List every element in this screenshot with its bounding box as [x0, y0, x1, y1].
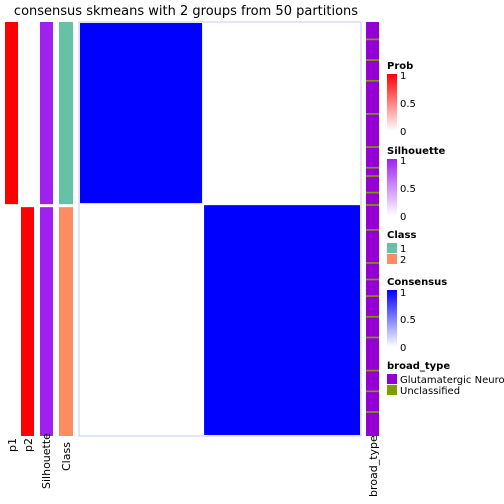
track-label-silhouette: Silhouette	[40, 433, 53, 489]
consensus-block-group-2	[204, 205, 360, 435]
p2-cell-group-1	[21, 22, 34, 205]
track-label-class: Class	[60, 442, 73, 471]
legend-label-class-2: 2	[400, 255, 406, 266]
broad-type-unclassified-mark	[366, 191, 379, 194]
legend-swatch-glutamatergic	[387, 374, 397, 384]
broad-type-unclassified-mark	[366, 411, 379, 413]
legend-consensus: Consensus 1 0.5 0	[387, 277, 447, 354]
legend-label-glutamatergic: Glutamatergic Neuron	[400, 375, 504, 386]
legend-title-broad-type: broad_type	[387, 361, 450, 372]
broad-type-unclassified-mark	[366, 390, 379, 393]
legend-tick-silhouette-1: 1	[400, 156, 406, 167]
legend-label-unclassified: Unclassified	[400, 386, 460, 397]
legend-bar-silhouette	[387, 159, 397, 216]
silhouette-cell-group-2	[40, 207, 53, 436]
silhouette-cell-group-1	[40, 22, 53, 205]
legend-tick-prob-0: 0	[400, 127, 406, 138]
legend-swatch-unclassified	[387, 385, 397, 395]
broad-type-unclassified-mark	[366, 204, 379, 206]
broad-type-unclassified-mark	[366, 262, 379, 264]
legend-tick-consensus-0.5: 0.5	[400, 315, 416, 326]
legend-title-class: Class	[387, 230, 416, 241]
legend-swatch-class-2	[387, 254, 397, 264]
broad-type-unclassified-mark	[366, 79, 379, 82]
broad-type-unclassified-mark	[366, 59, 379, 61]
p1-cell-group-2	[5, 207, 18, 436]
broad-type-unclassified-mark	[366, 175, 379, 177]
track-label-broad-type: broad_type	[367, 435, 380, 497]
p1-cell-group-1	[5, 22, 18, 205]
broad-type-unclassified-mark	[366, 113, 379, 115]
track-label-p1: p1	[6, 438, 19, 452]
class-cell-group-1	[59, 22, 73, 205]
broad-type-unclassified-mark	[366, 295, 379, 297]
legend-tick-consensus-0: 0	[400, 343, 406, 354]
broad-type-unclassified-mark	[366, 369, 379, 372]
legend-broad-type: broad_type Glutamatergic Neuron Unclassi…	[387, 361, 504, 397]
consensus-matrix	[78, 21, 362, 437]
broad-type-unclassified-mark	[366, 229, 379, 231]
legend-silhouette: Silhouette 1 0.5 0	[387, 146, 446, 223]
legend-bar-prob	[387, 74, 397, 131]
broad-type-unclassified-mark	[366, 315, 379, 318]
annotation-tracks	[5, 22, 73, 436]
class-cell-group-2	[59, 207, 73, 436]
legend-title-prob: Prob	[387, 61, 413, 72]
broad-type-unclassified-mark	[366, 38, 379, 41]
p2-cell-group-2	[21, 207, 34, 436]
legend-swatch-class-1	[387, 243, 397, 253]
legend-title-consensus: Consensus	[387, 277, 447, 288]
legend-tick-consensus-1: 1	[400, 288, 406, 299]
legend-tick-prob-0.5: 0.5	[400, 99, 416, 110]
legend-class: Class 1 2	[387, 230, 416, 266]
legend-bar-consensus	[387, 290, 397, 347]
legend-title-silhouette: Silhouette	[387, 146, 446, 157]
broad-type-unclassified-mark	[366, 278, 379, 281]
legend-tick-prob-1: 1	[400, 71, 406, 82]
legend-tick-silhouette-0.5: 0.5	[400, 184, 416, 195]
broad-type-unclassified-mark	[366, 166, 379, 169]
track-label-p2: p2	[22, 438, 35, 452]
broad-type-unclassified-mark	[366, 336, 379, 339]
chart-title: consensus skmeans with 2 groups from 50 …	[14, 4, 358, 19]
consensus-block-group-1	[80, 23, 203, 204]
track-labels: p1 p2 Silhouette Class broad_type	[6, 433, 380, 497]
legend-prob: Prob 1 0.5 0	[387, 61, 416, 138]
broad-type-unclassified-mark	[366, 146, 379, 148]
legend-label-class-1: 1	[400, 244, 406, 255]
broad-type-annotation	[366, 22, 379, 436]
legend-tick-silhouette-0: 0	[400, 212, 406, 223]
